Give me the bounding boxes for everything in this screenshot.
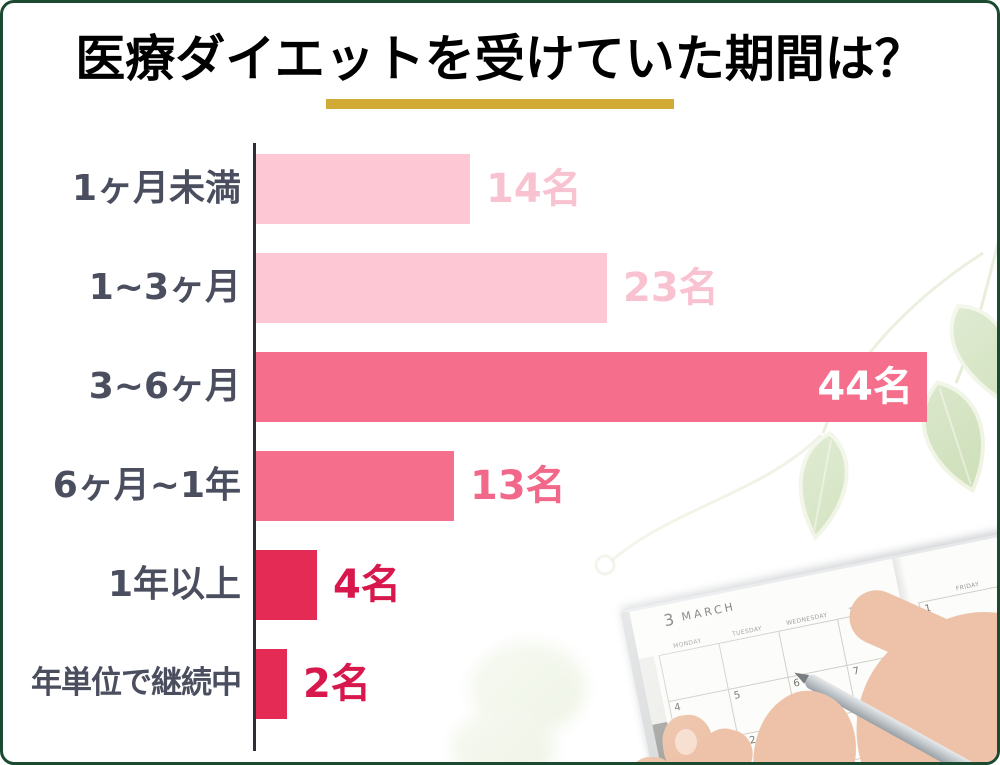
background-photo: 3 MARCH MONDAYTUESDAYWEDNESDAYTHURSDAY45… (423, 243, 997, 762)
fingernail (675, 729, 697, 755)
chart-row: 6ヶ月~1年 13名 (3, 436, 997, 535)
chart-row: 1ヶ月未満 14名 (3, 139, 997, 238)
bar-chart-rows: 1ヶ月未満 14名 1~3ヶ月 23名 3~6ヶ月 44名 6ヶ月~1年 13名 1年以上 4名年… (3, 139, 997, 733)
bar-track: 4名 (253, 549, 997, 620)
bar-value: 4名 (333, 561, 401, 608)
fingertip (631, 757, 673, 762)
bar (256, 252, 607, 323)
bar (256, 153, 470, 224)
chart-row: 1~3ヶ月 23名 (3, 238, 997, 337)
bar-chart: 1ヶ月未満 14名 1~3ヶ月 23名 3~6ヶ月 44名 6ヶ月~1年 13名 1年以上 4名年… (3, 139, 997, 751)
chart-title: 医療ダイエットを受けていた期間は？ (75, 30, 925, 88)
bar (256, 549, 317, 620)
chart-row: 1年以上 4名 (3, 535, 997, 634)
category-label: 3~6ヶ月 (88, 365, 241, 407)
bar-track: 44名 (253, 351, 997, 422)
bar-track: 13名 (253, 450, 997, 521)
category-label: 年単位で継続中 (31, 665, 242, 702)
bar: 44名 (256, 351, 927, 422)
category-label: 6ヶ月~1年 (52, 464, 241, 506)
category-label: 1年以上 (107, 563, 241, 605)
bar-track: 23名 (253, 252, 997, 323)
chart-row: 3~6ヶ月 44名 (3, 337, 997, 436)
bar (256, 648, 287, 719)
bar (256, 450, 454, 521)
category-label: 1~3ヶ月 (88, 266, 241, 308)
y-axis-line (253, 143, 256, 751)
bar-track: 14名 (253, 153, 997, 224)
leaves (798, 304, 997, 541)
category-label: 1ヶ月未満 (71, 167, 241, 209)
bar-track: 2名 (253, 648, 997, 719)
chart-row: 年単位で継続中 2名 (3, 634, 997, 733)
bar-value: 13名 (470, 462, 566, 509)
bar-value: 14名 (486, 165, 582, 212)
leaf-veins (813, 388, 972, 531)
bar-value: 2名 (303, 660, 371, 707)
plant-leaves-illustration (451, 243, 997, 762)
bar-value: 23名 (623, 264, 719, 311)
blurred-leaf-shadows (451, 642, 586, 762)
title-underline (326, 99, 674, 109)
bar-value: 44名 (817, 363, 913, 410)
